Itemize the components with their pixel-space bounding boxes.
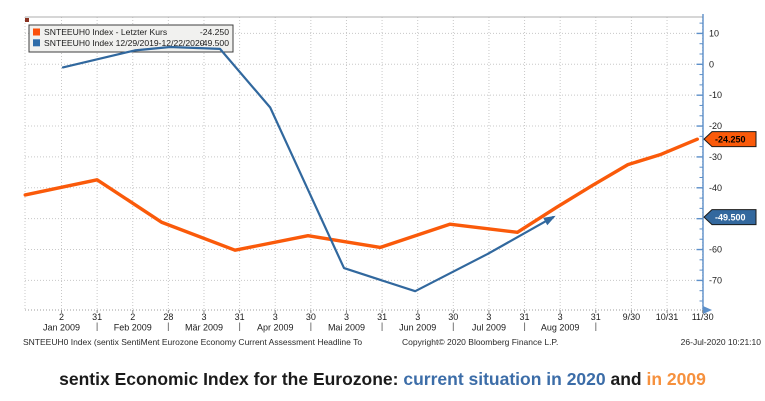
- x-tick-label: 11/30: [692, 312, 714, 322]
- footer-copyright: Copyright© 2020 Bloomberg Finance L.P.: [402, 337, 559, 347]
- y-axis-label: -40: [709, 183, 722, 193]
- x-tick-label: 2: [130, 312, 135, 322]
- x-tick-label: 3: [344, 312, 349, 322]
- x-tick-label: 30: [306, 312, 316, 322]
- x-tick-label: 30: [448, 312, 458, 322]
- x-axis: 2 31 2 28 3 31 3 30 3 31 3 30 3 31 3 31 9/30 10/31 11/30 Ja…: [25, 306, 714, 333]
- series-line-2009: [23, 137, 699, 252]
- legend-label-1: SNTEEUH0 Index 12/29/2019-12/22/2020: [44, 38, 205, 48]
- y-axis-label: -60: [709, 245, 722, 255]
- value-badge-2020: -49.500: [703, 209, 757, 226]
- series-arrowhead-2020: [543, 215, 556, 226]
- legend-label-0: SNTEEUH0 Index - Letzter Kurs: [44, 27, 167, 37]
- caption-main: sentix Economic Index for the Eurozone:: [59, 368, 404, 389]
- legend-value-0: -24.250: [200, 27, 229, 37]
- x-month-label: Apr 2009: [257, 323, 294, 333]
- x-tick-label: 31: [377, 312, 387, 322]
- footer-ticker-description: SNTEEUH0 Index (sentix SentiMent Eurozon…: [23, 337, 363, 347]
- series-line-2020: [61, 45, 555, 293]
- x-tick-label: 9/30: [623, 312, 641, 322]
- y-axis-label: 0: [709, 59, 714, 69]
- x-tick-label: 28: [163, 312, 173, 322]
- x-tick-label: 31: [520, 312, 530, 322]
- x-month-label: Feb 2009: [114, 323, 152, 333]
- x-month-label: Jun 2009: [399, 323, 436, 333]
- y-axis-label: -70: [709, 275, 722, 285]
- x-tick-label: 3: [486, 312, 491, 322]
- corner-marker: [25, 18, 29, 22]
- value-badge-2009: -24.250: [703, 131, 757, 148]
- caption-and: and: [605, 368, 647, 389]
- x-tick-label: 31: [591, 312, 601, 322]
- badge-value-text: -49.500: [715, 212, 746, 222]
- caption: sentix Economic Index for the Eurozone: …: [0, 357, 765, 401]
- x-tick-label: 3: [273, 312, 278, 322]
- x-month-label: Mär 2009: [185, 323, 223, 333]
- legend-swatch-1: [33, 39, 40, 47]
- y-axis-label: -10: [709, 90, 722, 100]
- chart-canvas[interactable]: SNTEEUH0 Index - Letzter Kurs -24.250SNTE…: [0, 0, 765, 355]
- x-axis-arrow: [703, 306, 712, 314]
- x-month-label: Jul 2009: [472, 323, 506, 333]
- legend-swatch-0: [33, 28, 40, 36]
- plot-area[interactable]: [25, 17, 703, 310]
- legend-value-1: -49.500: [200, 38, 229, 48]
- x-tick-label: 3: [558, 312, 563, 322]
- x-month-label: Aug 2009: [541, 323, 580, 333]
- footer-timestamp: 26-Jul-2020 10:21:10: [680, 337, 761, 347]
- x-month-label: Jan 2009: [43, 323, 80, 333]
- y-axis-label: -20: [709, 121, 722, 131]
- x-tick-label: 10/31: [656, 312, 679, 322]
- caption-2009-highlight: in 2009: [646, 368, 706, 389]
- caption-2020-highlight: current situation in 2020: [403, 368, 606, 389]
- x-month-label: Mai 2009: [328, 323, 365, 333]
- y-axis-label: 10: [709, 28, 719, 38]
- x-tick-label: 31: [92, 312, 102, 322]
- x-tick-label: 3: [201, 312, 206, 322]
- x-tick-label: 31: [235, 312, 245, 322]
- badge-value-text: -24.250: [715, 134, 746, 144]
- y-axis-label: -30: [709, 152, 722, 162]
- x-tick-label: 3: [415, 312, 420, 322]
- x-tick-label: 2: [59, 312, 64, 322]
